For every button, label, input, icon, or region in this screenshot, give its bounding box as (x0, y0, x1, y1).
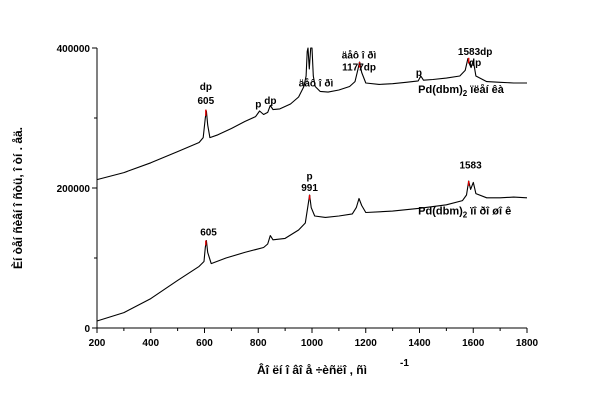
peak-annotation: 605 (198, 96, 215, 107)
x-tick-label: 200 (89, 338, 106, 349)
y-tick-label: 400000 (57, 44, 91, 55)
peak-annotation: p (255, 100, 261, 111)
series-label-1: Pd(dbm)2 ïî ðî øî ê (418, 206, 511, 220)
peak-markers (205, 57, 470, 246)
x-tick-label: 1400 (408, 338, 431, 349)
x-tick-label: 400 (142, 338, 159, 349)
axes: 200 400 600 800 1000 1200 1400 1600 1800 0 200000 4… (10, 44, 539, 377)
x-axis-title-superscript: -1 (400, 358, 409, 369)
peak-annotation: 991 (301, 183, 318, 194)
series-line-0 (96, 47, 527, 181)
y-tick-label: 200000 (57, 184, 91, 195)
y-axis-title: Èí òåí ñèâí î ñòü, î òí . åä. (10, 127, 25, 269)
peak-annotation: 1583 (459, 160, 482, 171)
peak-annotation: dp (200, 82, 212, 93)
peak-annotation: äåô î ðì (342, 50, 377, 62)
series-label-0: Pd(dbm)2 ïëåí êà (418, 84, 505, 98)
x-tick-label: 1200 (355, 338, 378, 349)
peak-annotation: äåô î ðì (299, 78, 334, 90)
x-tick-label: 600 (196, 338, 213, 349)
x-axis-title: Âî ëí î âî å ÷èñëî , ñì (257, 362, 367, 377)
peak-annotation: p (416, 68, 422, 79)
peak-annotation: dp (469, 58, 481, 69)
x-tick-label: 800 (250, 338, 267, 349)
peak-annotation: dp (264, 96, 276, 107)
peak-annotation: 605 (200, 228, 217, 239)
y-tick-label: 0 (84, 324, 90, 335)
series-line-1 (96, 180, 528, 322)
peak-annotation: 1583dp (458, 47, 492, 58)
x-tick-label: 1600 (462, 338, 485, 349)
series-labels: Pd(dbm)2 ïëåí êà Pd(dbm)2 ïî ðî øî ê (418, 84, 511, 220)
x-tick-label: 1000 (301, 338, 324, 349)
peak-annotation: 1177dp (342, 62, 376, 73)
x-tick-label: 1800 (516, 338, 539, 349)
peak-annotation: p (307, 172, 313, 183)
